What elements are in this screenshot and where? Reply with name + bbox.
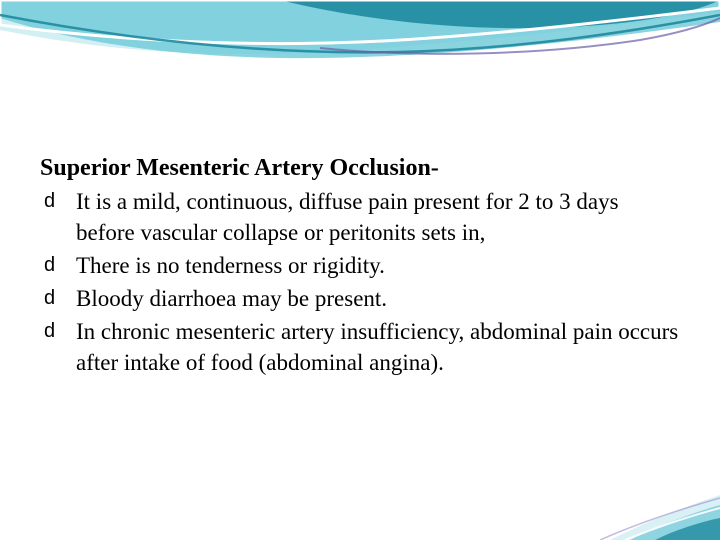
- bullet-text: There is no tenderness or rigidity.: [76, 253, 385, 278]
- list-item: d In chronic mesenteric artery insuffici…: [44, 316, 680, 378]
- bullet-icon: d: [44, 188, 55, 215]
- bottom-corner-decoration: [540, 450, 720, 540]
- slide-content: Superior Mesenteric Artery Occlusion- d …: [40, 155, 680, 380]
- list-item: d There is no tenderness or rigidity.: [44, 250, 680, 281]
- bullet-icon: d: [44, 318, 55, 345]
- bullet-list: d It is a mild, continuous, diffuse pain…: [40, 186, 680, 378]
- list-item: d It is a mild, continuous, diffuse pain…: [44, 186, 680, 248]
- bullet-text: It is a mild, continuous, diffuse pain p…: [76, 189, 619, 245]
- bullet-text: Bloody diarrhoea may be present.: [76, 286, 387, 311]
- bullet-icon: d: [44, 252, 55, 279]
- bullet-icon: d: [44, 285, 55, 312]
- slide-heading: Superior Mesenteric Artery Occlusion-: [40, 155, 680, 182]
- top-wave-decoration: [0, 0, 720, 120]
- list-item: d Bloody diarrhoea may be present.: [44, 283, 680, 314]
- bullet-text: In chronic mesenteric artery insufficien…: [76, 319, 678, 375]
